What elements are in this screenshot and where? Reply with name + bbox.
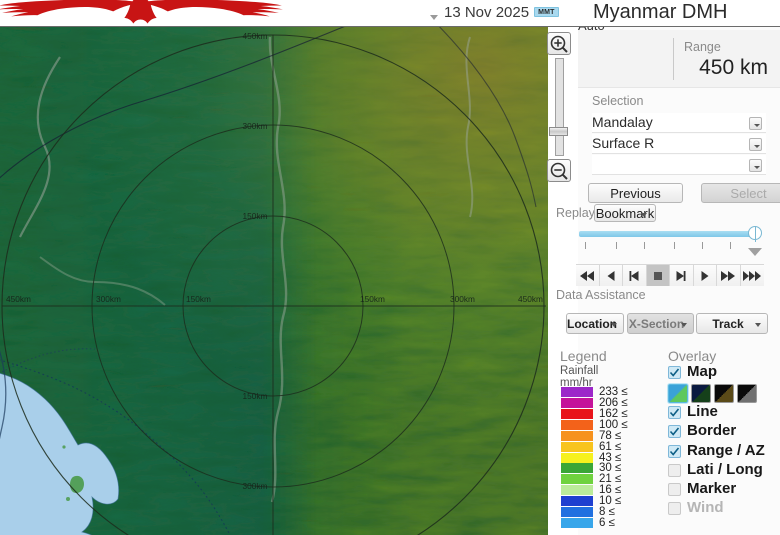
svg-text:300km: 300km <box>450 294 475 304</box>
svg-text:300km: 300km <box>243 481 268 491</box>
svg-text:300km: 300km <box>243 121 268 131</box>
svg-text:450km: 450km <box>518 294 543 304</box>
svg-text:300km: 300km <box>96 294 121 304</box>
svg-text:150km: 150km <box>243 391 268 401</box>
svg-text:150km: 150km <box>243 211 268 221</box>
svg-text:150km: 150km <box>186 294 211 304</box>
svg-text:150km: 150km <box>360 294 385 304</box>
svg-text:450km: 450km <box>243 31 268 41</box>
svg-text:450km: 450km <box>6 294 31 304</box>
